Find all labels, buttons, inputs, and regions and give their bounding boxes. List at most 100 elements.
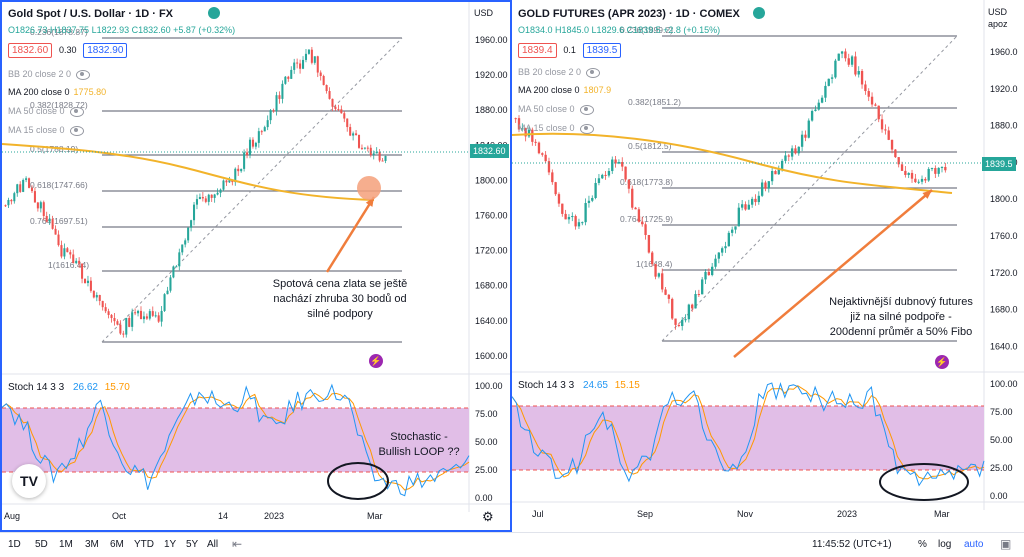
buy-price[interactable]: 1839.5: [582, 43, 622, 58]
left-chart-panel[interactable]: 1960.001920.001880.001840.001800.001760.…: [0, 0, 512, 532]
candle-body: [72, 254, 75, 264]
left-chart-canvas[interactable]: 1960.001920.001880.001840.001800.001760.…: [2, 2, 510, 530]
eye-hidden-icon[interactable]: [76, 69, 91, 80]
range-5y[interactable]: 5Y: [186, 539, 199, 550]
candle-body: [349, 127, 352, 136]
range-5d[interactable]: 5D: [35, 539, 48, 550]
candle-body: [631, 188, 634, 208]
candle-body: [884, 129, 887, 131]
range-1y[interactable]: 1Y: [164, 539, 177, 550]
candle-body: [375, 151, 378, 154]
candle-body: [597, 178, 601, 183]
range-all[interactable]: All: [207, 539, 219, 550]
candle-body: [184, 240, 187, 245]
eye-hidden-icon[interactable]: [69, 125, 84, 136]
candle-body: [924, 178, 927, 181]
eye-hidden-icon[interactable]: [586, 67, 601, 78]
settings-icon[interactable]: ⚙: [482, 509, 494, 524]
stoch-axis-label: 25.00: [990, 463, 1013, 473]
candle-body: [119, 324, 122, 334]
indicator-ma50[interactable]: MA 50 close 0: [518, 104, 594, 115]
candle-body: [139, 310, 143, 320]
eye-hidden-icon[interactable]: [579, 104, 594, 115]
indicator-ma200[interactable]: MA 200 close 0 1807.9: [518, 85, 612, 95]
time-axis-label: Jul: [532, 509, 544, 519]
candle-body: [800, 134, 804, 147]
lightning-icon[interactable]: ⚡: [935, 355, 949, 369]
range-1d[interactable]: 1D: [8, 539, 21, 550]
candle-body: [272, 110, 275, 112]
indicator-ma15[interactable]: MA 15 close 0: [8, 125, 84, 136]
stoch-k-line: [512, 381, 985, 487]
percent-toggle[interactable]: %: [918, 539, 927, 550]
eye-hidden-icon[interactable]: [69, 106, 84, 117]
range-6m[interactable]: 6M: [110, 539, 124, 550]
candle-body: [907, 172, 910, 175]
buy-price[interactable]: 1832.90: [83, 43, 128, 58]
right-chart-panel[interactable]: 1960.01920.01880.01840.01800.01760.01720…: [512, 0, 1024, 532]
right-currency-label[interactable]: USD apoz: [988, 7, 1008, 29]
left-currency-label[interactable]: USD: [474, 8, 494, 18]
indicator-ma200[interactable]: MA 200 close 0 1775.80: [8, 87, 107, 97]
candle-body: [10, 199, 13, 202]
left-stoch-label[interactable]: Stoch 14 3 3 26.62 15.70: [8, 382, 130, 393]
candle-body: [770, 171, 774, 182]
candle-body: [284, 76, 287, 84]
candle-body: [904, 170, 907, 175]
tradingview-logo[interactable]: TV: [12, 464, 46, 498]
date-range-icon[interactable]: ⇤: [232, 537, 243, 551]
lightning-icon[interactable]: ⚡: [369, 354, 383, 368]
candle-body: [310, 49, 313, 63]
right-chart-canvas[interactable]: 1960.01920.01880.01840.01800.01760.01720…: [512, 0, 1024, 532]
range-3m[interactable]: 3M: [85, 539, 99, 550]
candle-body: [251, 139, 254, 147]
candle-body: [246, 152, 249, 156]
sell-price[interactable]: 1839.4: [518, 43, 557, 58]
time-axis-label: 2023: [264, 511, 284, 521]
eye-hidden-icon[interactable]: [579, 123, 594, 134]
candle-body: [827, 78, 830, 86]
candle-body: [794, 148, 797, 154]
range-ytd[interactable]: YTD: [134, 539, 154, 550]
candle-body: [634, 207, 637, 210]
candle-body: [780, 160, 784, 170]
left-symbol-title[interactable]: Gold Spot / U.S. Dollar · 1D · FX: [8, 8, 174, 20]
stoch-axis-label: 50.00: [475, 437, 498, 447]
indicator-ma15[interactable]: MA 15 close 0: [518, 123, 594, 134]
candle-body: [834, 60, 837, 78]
price-axis-label: 1800.00: [475, 175, 508, 185]
candle-body: [322, 76, 325, 86]
candle-body: [604, 174, 607, 176]
indicator-bb[interactable]: BB 20 close 2 0: [8, 69, 91, 80]
candle-body: [334, 106, 337, 110]
candle-body: [134, 312, 137, 314]
candle-body: [319, 72, 322, 77]
range-1m[interactable]: 1M: [59, 539, 73, 550]
candle-body: [541, 153, 544, 155]
clock-time[interactable]: 11:45:52 (UTC+1): [812, 539, 892, 550]
candle-body: [784, 155, 787, 161]
stoch-axis-label: 75.00: [475, 409, 498, 419]
candle-body: [302, 59, 305, 69]
auto-toggle[interactable]: auto: [964, 539, 984, 550]
candle-body: [890, 139, 894, 150]
right-price-badge: 1839.5: [982, 157, 1016, 171]
log-toggle[interactable]: log: [938, 539, 952, 550]
screenshot-icon[interactable]: ▣: [1000, 537, 1012, 551]
candle-body: [581, 222, 584, 224]
candle-body: [360, 147, 363, 149]
candle-body: [145, 316, 148, 319]
candle-body: [169, 277, 172, 291]
stoch-k-line: [2, 383, 470, 497]
candle-body: [754, 198, 757, 203]
sell-price[interactable]: 1832.60: [8, 43, 53, 58]
right-stoch-label[interactable]: Stoch 14 3 3 24.65 15.15: [518, 380, 640, 391]
candle-body: [142, 316, 145, 320]
candle-body: [151, 311, 154, 316]
fib-level-label: 0.764(1697.51): [30, 216, 88, 226]
price-axis-label: 1640.00: [475, 316, 508, 326]
right-symbol-title[interactable]: GOLD FUTURES (APR 2023) · 1D · COMEX: [518, 8, 740, 20]
price-axis-label: 1920.00: [475, 70, 508, 80]
indicator-bb[interactable]: BB 20 close 2 0: [518, 67, 601, 78]
indicator-ma50[interactable]: MA 50 close 0: [8, 106, 84, 117]
